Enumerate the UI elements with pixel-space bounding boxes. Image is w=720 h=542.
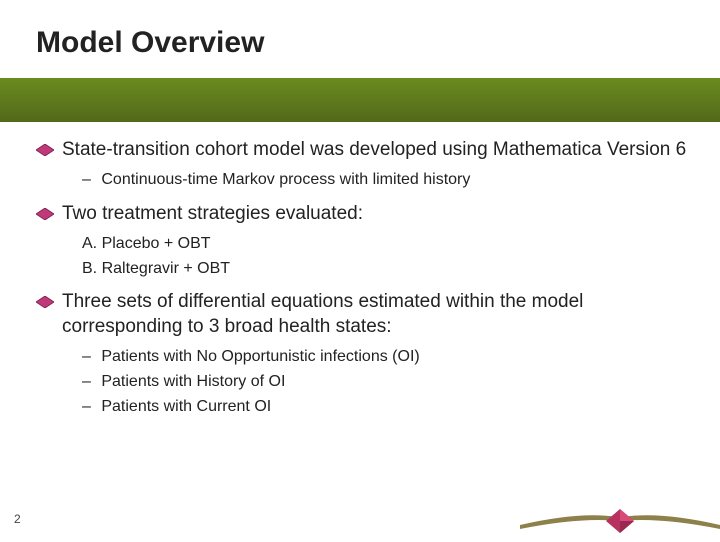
sub-list: – Patients with No Opportunistic infecti…: [82, 345, 692, 419]
sub-text: Continuous-time Markov process with limi…: [101, 171, 470, 188]
bullet-text: State-transition cohort model was develo…: [62, 138, 686, 162]
page-title: Model Overview: [36, 26, 264, 60]
sub-item: – Patients with History of OI: [82, 370, 692, 393]
bullet-main: State-transition cohort model was develo…: [36, 138, 692, 162]
corner-logo-icon: [520, 481, 720, 537]
bullet-main: Two treatment strategies evaluated:: [36, 202, 692, 226]
content-area: State-transition cohort model was develo…: [36, 138, 692, 420]
sub-list: – Continuous-time Markov process with li…: [82, 168, 692, 191]
sub-text: Patients with No Opportunistic infection…: [101, 348, 419, 365]
sub-text: Patients with Current OI: [101, 398, 271, 415]
title-area: Model Overview: [0, 0, 720, 122]
bullet-section-2: Two treatment strategies evaluated: A. P…: [36, 202, 692, 281]
bullet-main: Three sets of differential equations est…: [36, 290, 692, 339]
bullet-text: Three sets of differential equations est…: [62, 290, 692, 339]
diamond-bullet-icon: [36, 296, 54, 308]
bullet-section-3: Three sets of differential equations est…: [36, 290, 692, 418]
letter-item: B. Raltegravir + OBT: [82, 257, 692, 280]
diamond-bullet-icon: [36, 208, 54, 220]
bullet-text: Two treatment strategies evaluated:: [62, 202, 363, 226]
header-band: [0, 78, 720, 122]
sub-item: – Patients with No Opportunistic infecti…: [82, 345, 692, 368]
sub-text: Patients with History of OI: [101, 373, 285, 390]
sub-item: – Continuous-time Markov process with li…: [82, 168, 692, 191]
diamond-bullet-icon: [36, 144, 54, 156]
sub-item: – Patients with Current OI: [82, 395, 692, 418]
bullet-section-1: State-transition cohort model was develo…: [36, 138, 692, 192]
page-number: 2: [14, 512, 21, 526]
letter-list: A. Placebo + OBT B. Raltegravir + OBT: [82, 232, 692, 280]
letter-item: A. Placebo + OBT: [82, 232, 692, 255]
